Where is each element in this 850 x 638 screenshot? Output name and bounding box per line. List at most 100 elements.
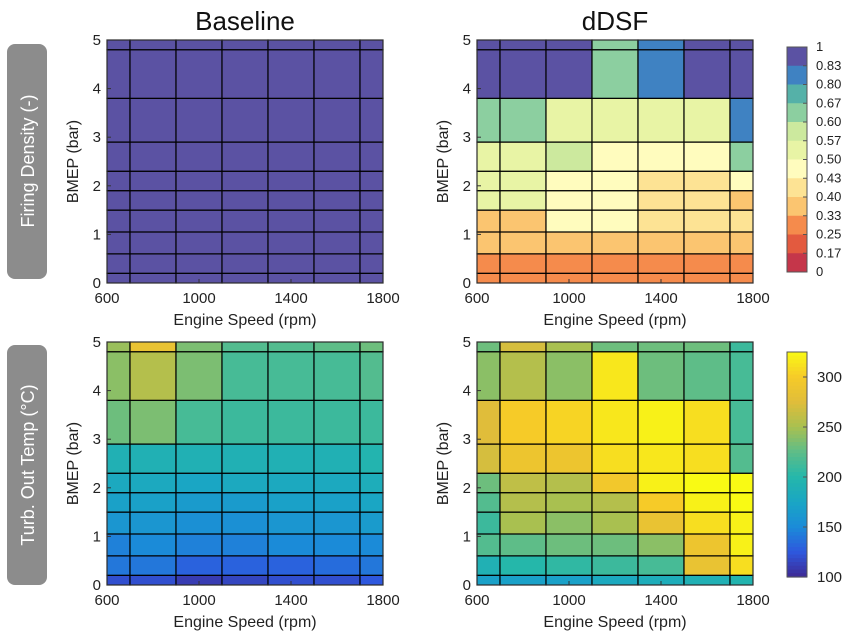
colorbar-gradient-step: [787, 404, 807, 409]
colorbar-tick-label: 250: [817, 419, 842, 436]
colorbar-segment: [787, 178, 807, 198]
heatmap-cell: [313, 555, 361, 576]
heatmap-cell: [545, 253, 593, 274]
heatmap-cell: [729, 351, 754, 401]
heatmap-cells: [476, 341, 754, 586]
heatmap-cell: [129, 492, 177, 513]
x-tick-label: 1000: [182, 290, 215, 307]
heatmap-cell: [545, 170, 593, 192]
heatmap-cell: [683, 492, 731, 513]
heatmap-cell: [106, 443, 131, 474]
colorbar-segment: [787, 197, 807, 217]
colorbar-tick-label: 300: [817, 369, 842, 386]
heatmap-cell: [221, 141, 269, 172]
heatmap-cell: [545, 231, 593, 255]
heatmap-cell: [499, 272, 547, 284]
colorbar-tick-label: 200: [817, 469, 842, 486]
x-tick-label: 1400: [644, 592, 677, 609]
y-tick-label: 3: [93, 129, 101, 146]
y-tick-label: 0: [463, 275, 471, 292]
heatmap-cell: [476, 272, 501, 284]
heatmap-cell: [106, 492, 131, 513]
colorbar-gradient-step: [787, 434, 807, 439]
heatmap-cell: [476, 555, 501, 576]
heatmap-cell: [499, 399, 547, 445]
heatmap-cell: [221, 472, 269, 494]
heatmap-cell: [106, 574, 131, 586]
heatmap-cell: [175, 533, 223, 557]
colorbar-tick-label: 0.57: [816, 133, 841, 148]
heatmap-cell: [267, 39, 315, 51]
heatmap-cell: [683, 399, 731, 445]
heatmap-cell: [729, 209, 754, 233]
row-label-box-top: [7, 44, 47, 279]
heatmap-cell: [106, 170, 131, 192]
heatmap-cell: [637, 209, 685, 233]
heatmap-cell: [683, 39, 731, 51]
heatmap-cell: [476, 170, 501, 192]
colorbar-gradient-step: [787, 539, 807, 544]
heatmap-cell: [591, 190, 639, 211]
heatmap-cell: [313, 574, 361, 586]
heatmap-cell: [267, 341, 315, 353]
heatmap-cell: [591, 253, 639, 274]
x-axis-label: Engine Speed (rpm): [543, 614, 686, 631]
x-tick-label: 1800: [366, 290, 399, 307]
heatmap-cell: [729, 341, 754, 353]
heatmap-cell: [729, 97, 754, 143]
heatmap-cell: [591, 472, 639, 494]
heatmap-cell: [637, 97, 685, 143]
heatmap-cell: [106, 231, 131, 255]
colorbar-gradient-step: [787, 400, 807, 406]
heatmap-cell: [129, 472, 177, 494]
heatmap-cell: [359, 253, 384, 274]
colorbar-tick-label: 150: [817, 519, 842, 536]
colorbar-gradient-step: [787, 543, 807, 548]
heatmap-cell: [106, 399, 131, 445]
heatmap-cell: [313, 39, 361, 51]
row-label-box-bottom: [7, 345, 47, 585]
colorbar-gradient-step: [787, 524, 807, 529]
heatmap-cell: [591, 49, 639, 99]
heatmap-cell: [499, 492, 547, 513]
heatmap-cell: [106, 39, 131, 51]
heatmap-cell: [476, 443, 501, 474]
heatmap-cell: [683, 472, 731, 494]
heatmap-cell: [175, 443, 223, 474]
heatmap-cell: [499, 209, 547, 233]
colorbar-gradient-step: [787, 490, 807, 496]
y-axis-label: BMEP (bar): [435, 120, 452, 203]
colorbar-gradient-step: [787, 505, 807, 511]
heatmap-cell: [313, 533, 361, 557]
heatmap-cell: [591, 231, 639, 255]
colorbar-gradient-step: [787, 419, 807, 424]
colorbar-gradient-step: [787, 415, 807, 421]
heatmap-cell: [175, 351, 223, 401]
heatmap-cell: [359, 231, 384, 255]
heatmap-cell: [545, 555, 593, 576]
heatmap-cell: [545, 39, 593, 51]
colorbar-gradient-step: [787, 513, 807, 518]
heatmap-cell: [267, 472, 315, 494]
colorbar-tick-label: 0.25: [816, 227, 841, 242]
heatmap-cell: [359, 341, 384, 353]
colorbar-tick-label: 0.60: [816, 114, 841, 129]
heatmap-cell: [175, 231, 223, 255]
heatmap-cell: [499, 141, 547, 172]
colorbar-gradient-step: [787, 535, 807, 541]
heatmap-cell: [129, 209, 177, 233]
heatmap-cell: [476, 190, 501, 211]
heatmap-cell: [476, 253, 501, 274]
heatmap-cell: [545, 492, 593, 513]
colorbar-firing-density: 1 0.83 0.80 0.67 0.60 0.57 0.50 0.43 0.40 0.33 0.2…: [786, 39, 841, 279]
heatmap-cell: [729, 170, 754, 192]
heatmap-cell: [591, 351, 639, 401]
heatmap-cell: [683, 574, 731, 586]
y-tick-label: 1: [93, 226, 101, 243]
heatmap-cell: [106, 272, 131, 284]
heatmap-cell: [129, 49, 177, 99]
heatmap-cell: [476, 39, 501, 51]
heatmap-cell: [545, 351, 593, 401]
heatmap-cell: [499, 511, 547, 535]
heatmap-cell: [545, 190, 593, 211]
